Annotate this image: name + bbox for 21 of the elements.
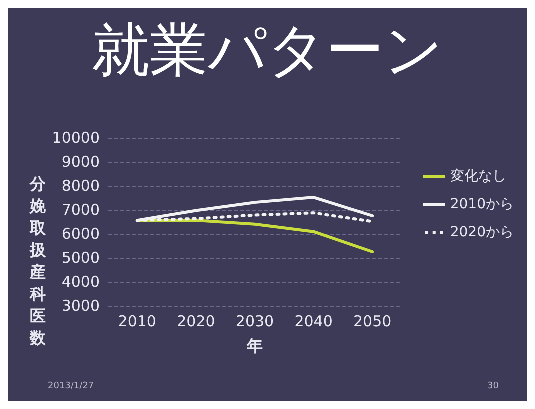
chart-title: 就業パターン [92,16,443,84]
y-tick-label: 10000 [52,129,100,147]
x-tick-label: 2030 [236,312,274,330]
y-tick-label: 3000 [62,297,100,315]
legend-label: 2010から [450,196,514,212]
y-tick-label: 7000 [62,201,100,219]
text: 30 [488,382,500,392]
x-axis-title: 年 [246,336,263,356]
x-tick-label: 2020 [177,312,216,330]
text: 2013/1/27 [48,382,94,392]
x-tick-label: 2040 [294,312,333,330]
legend-label: 変化なし [450,168,506,184]
x-tick-label: 2050 [354,312,392,330]
y-tick-label: 6000 [62,225,100,243]
y-tick-label: 5000 [62,249,100,267]
y-tick-label: 9000 [62,153,100,171]
x-tick-label: 2010 [118,312,156,330]
y-axis-title: 分娩取扱産科医数 [29,174,47,348]
y-tick-label: 4000 [62,273,100,291]
legend-label: 2020から [450,224,514,240]
y-tick-label: 8000 [62,177,100,195]
